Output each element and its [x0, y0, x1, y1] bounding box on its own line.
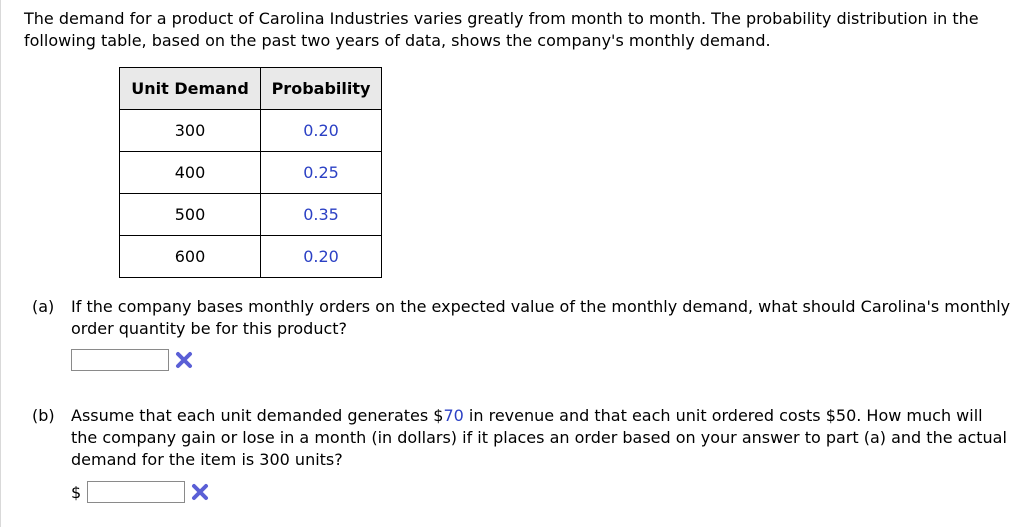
part-b-text-start: Assume that each unit demanded generates… — [71, 406, 444, 425]
table-row: 400 0.25 — [119, 151, 382, 194]
demand-distribution-table: Unit Demand Probability 300 0.20 400 0.2… — [119, 67, 382, 278]
table-row: 600 0.20 — [119, 235, 382, 278]
x-mark-icon — [175, 351, 193, 369]
x-mark-icon — [191, 483, 209, 501]
part-b-text-end: in revenue and that each unit ordered co… — [71, 406, 1007, 469]
left-border-rule — [0, 0, 1, 527]
cell-probability: 0.20 — [260, 109, 382, 152]
part-b-text: Assume that each unit demanded generates… — [71, 405, 1011, 471]
header-unit-demand: Unit Demand — [119, 67, 261, 110]
cell-probability: 0.35 — [260, 193, 382, 236]
table-row: 300 0.20 — [119, 109, 382, 152]
cell-demand: 300 — [119, 109, 261, 152]
table-row: 500 0.35 — [119, 193, 382, 236]
header-probability: Probability — [260, 67, 382, 110]
cell-demand: 500 — [119, 193, 261, 236]
part-b-label: (b) — [32, 406, 55, 425]
revenue-value: 70 — [443, 406, 464, 425]
cell-probability: 0.20 — [260, 235, 382, 278]
currency-symbol: $ — [71, 482, 82, 502]
part-b-answer-input[interactable] — [87, 481, 186, 503]
table-header-row: Unit Demand Probability — [119, 67, 382, 110]
part-b-answer-row: $ — [71, 481, 209, 503]
part-a-label: (a) — [32, 297, 55, 316]
cell-probability: 0.25 — [260, 151, 382, 194]
problem-intro: The demand for a product of Carolina Ind… — [24, 9, 979, 50]
cell-demand: 400 — [119, 151, 261, 194]
part-a-answer-input[interactable] — [71, 349, 169, 371]
cell-demand: 600 — [119, 235, 261, 278]
part-a-text: If the company bases monthly orders on t… — [71, 297, 1011, 338]
part-a-answer-row — [71, 349, 193, 371]
